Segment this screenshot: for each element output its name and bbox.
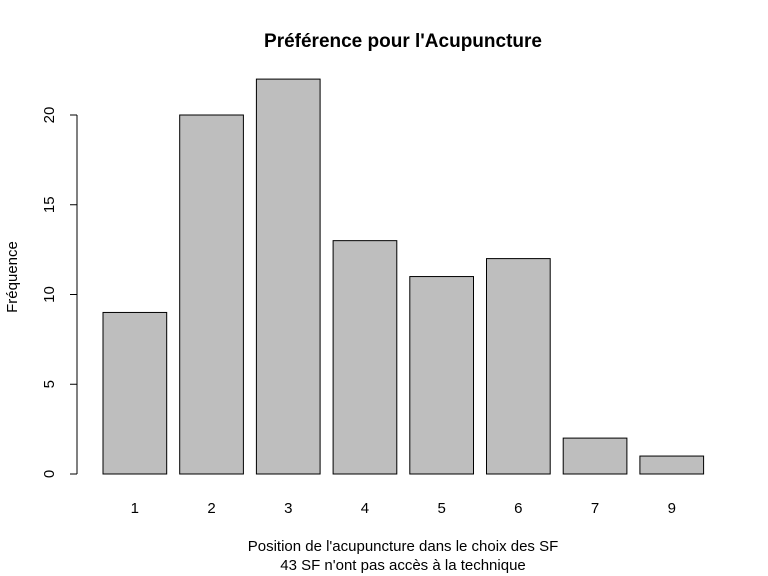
y-tick-label: 10: [41, 286, 58, 303]
y-axis: 0 5 10 15 20: [41, 107, 78, 478]
x-tick-label: 4: [361, 500, 369, 517]
y-tick-label: 20: [41, 107, 58, 124]
x-axis-tick-labels: 1 2 3 4 5 6 7 9: [131, 500, 676, 517]
y-tick-label: 0: [41, 470, 58, 478]
x-axis-sublabel: 43 SF n'ont pas accès à la technique: [280, 557, 526, 574]
chart-title: Préférence pour l'Acupuncture: [264, 31, 542, 52]
bar-2: [179, 114, 244, 475]
bar-5: [409, 276, 474, 475]
x-axis-label: Position de l'acupuncture dans le choix …: [248, 538, 559, 555]
bar-6: [486, 258, 551, 475]
bar-4: [332, 240, 398, 475]
x-tick-label: 5: [437, 500, 445, 517]
bar-7: [562, 437, 628, 475]
bar-3: [255, 78, 321, 475]
bar-1: [102, 311, 168, 475]
y-tick-label: 15: [41, 196, 58, 213]
x-tick-label: 7: [591, 500, 599, 517]
y-tick-label: 5: [41, 380, 58, 388]
x-tick-label: 9: [668, 500, 676, 517]
x-tick-label: 1: [131, 500, 139, 517]
bars-group: [102, 78, 705, 475]
x-tick-label: 6: [514, 500, 522, 517]
bar-9: [639, 455, 705, 475]
y-axis-label: Fréquence: [4, 241, 21, 313]
x-tick-label: 3: [284, 500, 292, 517]
x-tick-label: 2: [207, 500, 215, 517]
